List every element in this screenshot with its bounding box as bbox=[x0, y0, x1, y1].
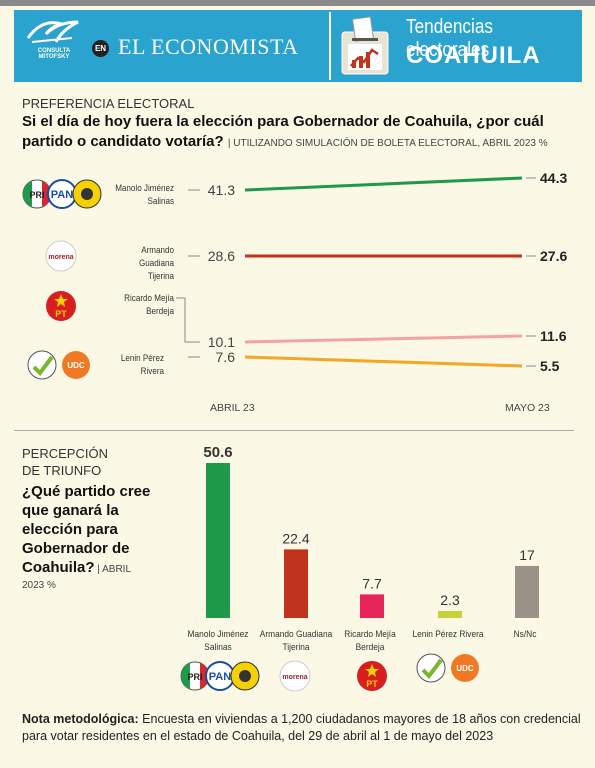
series-start-value-1: 41.3 bbox=[208, 182, 235, 198]
en-badge: EN bbox=[92, 40, 109, 57]
mitofsky-logo: CONSULTA MITOFSKY bbox=[22, 14, 86, 60]
x-axis-label-end: MAYO 23 bbox=[505, 402, 550, 414]
pan-logo-text: PAN bbox=[209, 671, 231, 683]
morena-logo-text: morena bbox=[282, 674, 307, 681]
series-end-value-2: 27.6 bbox=[540, 248, 567, 264]
bar-chart: 50.6 22.4 7.7 2.3 17 bbox=[203, 444, 539, 618]
bar-5 bbox=[515, 565, 539, 618]
bar-value-label-5: 17 bbox=[519, 547, 535, 563]
section1-question-text: Si el día de hoy fuera la elección para … bbox=[22, 113, 544, 150]
series-end-value-4: 5.5 bbox=[540, 358, 560, 374]
series-line-1 bbox=[244, 176, 523, 192]
header-title-line2: COAHUILA bbox=[406, 42, 541, 69]
series-line-3 bbox=[244, 334, 523, 344]
pt-logo-text: PT bbox=[366, 679, 378, 689]
morena-logo: morena bbox=[45, 240, 77, 277]
pri-logo-text: PRI bbox=[187, 672, 202, 682]
note-text: Encuesta en viviendas a 1,200 ciudadanos… bbox=[22, 712, 581, 743]
line-chart: 41.3 44.3 28.6 27.6 10.1 11.6 7.6 5.5 bbox=[176, 170, 567, 374]
series-start-value-2: 28.6 bbox=[208, 248, 235, 264]
candidate-name-2: Armando Guadiana Tijerina bbox=[138, 245, 174, 282]
label-connector bbox=[176, 297, 198, 343]
bar-logo-morena: morena bbox=[279, 660, 311, 697]
section2-question-line: ¿Qué partido cree bbox=[22, 483, 151, 500]
bar-4 bbox=[438, 610, 462, 618]
bar-logos-pri-pan-prd: PRI PAN bbox=[180, 660, 260, 697]
x-axis-label-start: ABRIL 23 bbox=[210, 402, 255, 414]
bar-2 bbox=[284, 549, 308, 618]
bar-3 bbox=[360, 594, 384, 618]
bar-category-label-3: Ricardo Mejía Berdeja bbox=[344, 629, 396, 653]
note-label: Nota metodológica: bbox=[22, 712, 139, 726]
bar-value-label-3: 7.7 bbox=[362, 575, 382, 591]
section2-question-line: elección para bbox=[22, 521, 118, 538]
section2-question: ¿Qué partido cree que ganará la elección… bbox=[22, 482, 172, 579]
top-bar bbox=[0, 0, 595, 6]
header-divider bbox=[329, 12, 331, 80]
section2-question-line: Gobernador de bbox=[22, 540, 130, 557]
series-start-value-3: 10.1 bbox=[208, 334, 235, 350]
methodology-note: Nota metodológica: Encuesta en viviendas… bbox=[22, 711, 582, 745]
section1-question: Si el día de hoy fuera la elección para … bbox=[22, 113, 548, 150]
candidate-name-3: Ricardo Mejía Berdeja bbox=[124, 293, 174, 317]
candidate-name-4: Lenin Pérez Rivera bbox=[120, 353, 164, 377]
bar-value-label-1: 50.6 bbox=[203, 444, 232, 461]
logo-text: CONSULTA MITOFSKY bbox=[37, 48, 71, 60]
pri-pan-prd-logos: PRI PAN bbox=[22, 178, 102, 215]
bar-logos-prd-udc: UDC bbox=[415, 652, 483, 689]
bar-value-label-2: 22.4 bbox=[282, 530, 309, 546]
section2-kicker-line2: DE TRIUNFO bbox=[22, 463, 102, 478]
section2-question-line: Coahuila? bbox=[22, 559, 95, 576]
section2-kicker-line1: PERCEPCIÓN bbox=[22, 446, 108, 461]
brand-title: EL ECONOMISTA bbox=[118, 34, 299, 59]
bar-logo-pt: PT bbox=[356, 660, 388, 697]
series-end-value-3: 11.6 bbox=[540, 328, 567, 344]
bar-category-label-4: Lenin Pérez Rivera bbox=[412, 629, 484, 640]
pri-logo-text: PRI bbox=[29, 190, 44, 200]
bar-1 bbox=[206, 463, 230, 618]
section2-question-line: que ganará la bbox=[22, 502, 119, 519]
section1-kicker: PREFERENCIA ELECTORAL bbox=[22, 96, 195, 111]
header-banner: CONSULTA MITOFSKY EN EL ECONOMISTA Tende… bbox=[14, 10, 582, 82]
section2-subnote-b: 2023 % bbox=[22, 580, 56, 591]
prd-udc-logos: UDC bbox=[26, 349, 94, 386]
bar-category-label-5: Ns/Nc bbox=[513, 629, 537, 640]
pt-logo-text: PT bbox=[55, 309, 67, 319]
morena-logo-text: morena bbox=[48, 254, 73, 261]
pan-logo-text: PAN bbox=[51, 189, 73, 201]
section1-subnote: UTILIZANDO SIMULACIÓN DE BOLETA ELECTORA… bbox=[233, 138, 548, 149]
udc-logo-text: UDC bbox=[456, 664, 474, 673]
series-end-value-1: 44.3 bbox=[540, 170, 567, 186]
bar-category-label-2: Armando Guadiana Tijerina bbox=[259, 629, 333, 653]
candidate-name-1: Manolo Jiménez Salinas bbox=[115, 183, 174, 207]
ballot-box-icon bbox=[340, 16, 390, 81]
mitofsky-logo-icon bbox=[26, 20, 79, 43]
udc-logo-text: UDC bbox=[67, 361, 85, 370]
series-line-4 bbox=[244, 355, 523, 368]
pt-logo: PT bbox=[45, 290, 77, 327]
series-start-value-4: 7.6 bbox=[216, 349, 236, 365]
bar-category-label-1: Manolo Jiménez Salinas bbox=[187, 629, 249, 653]
section2-subnote-a: ABRIL bbox=[102, 564, 132, 575]
bar-value-label-4: 2.3 bbox=[440, 592, 460, 608]
section-divider bbox=[14, 430, 574, 431]
header-title-line1: Tendencias electorales bbox=[406, 16, 494, 61]
